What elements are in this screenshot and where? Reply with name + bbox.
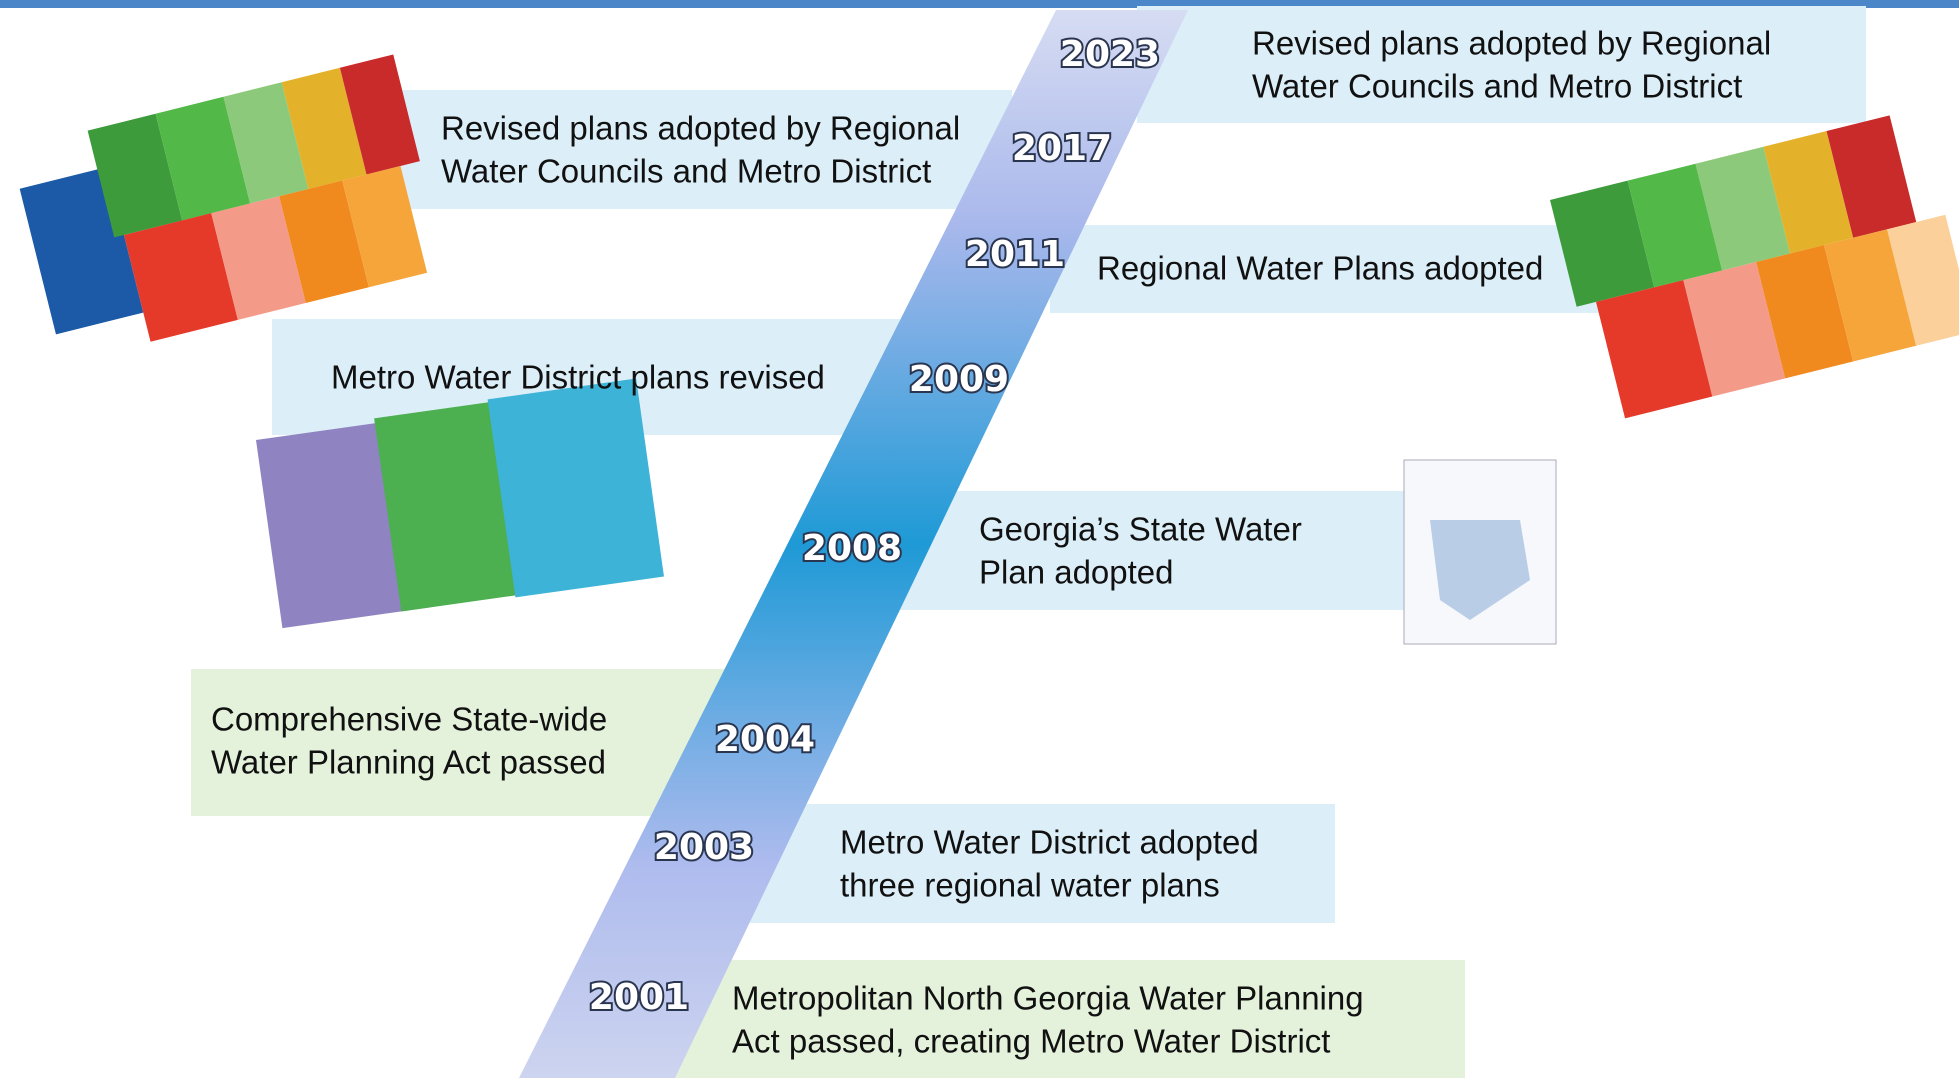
cover: [1824, 229, 1917, 362]
cover: [223, 82, 309, 204]
event-box: [1137, 6, 1866, 123]
cover: [1596, 280, 1713, 419]
event-text: Plan adopted: [979, 554, 1174, 591]
event-box: [400, 90, 1012, 209]
year-label: 2023: [1060, 34, 1160, 75]
event-box: [191, 669, 725, 816]
event-text: Comprehensive State-wide: [211, 701, 607, 738]
year-label: 2003: [654, 827, 754, 868]
cover: [281, 67, 367, 189]
event-labels: Revised plans adopted by Regional Water C…: [211, 25, 1771, 1060]
cover: [123, 213, 238, 342]
event-text: Act passed, creating Metro Water Distric…: [732, 1023, 1330, 1060]
event-text: Georgia’s State Water: [979, 511, 1302, 548]
cover: [279, 180, 369, 303]
cover: [155, 96, 251, 221]
year-label: 2001: [589, 977, 689, 1018]
event-text: Water Councils and Metro District: [441, 153, 931, 190]
cover: [342, 166, 428, 288]
timeline-band: [519, 10, 1188, 1078]
event-box: [1050, 225, 1612, 313]
cover: [1763, 131, 1854, 254]
event-box: [900, 491, 1406, 610]
event-text: Water Councils and Metro District: [1252, 68, 1742, 105]
event-text: Regional Water Plans adopted: [1097, 250, 1543, 287]
event-text: Revised plans adopted by Regional: [441, 110, 960, 147]
cover: [1756, 245, 1854, 379]
plan-cover-map: [1430, 520, 1530, 620]
cover: [1627, 163, 1723, 288]
cover: [1695, 146, 1791, 271]
event-text: Water Planning Act passed: [211, 744, 606, 781]
event-text: Metropolitan North Georgia Water Plannin…: [732, 980, 1364, 1017]
cover: [211, 196, 306, 320]
year-label: 2017: [1012, 128, 1112, 169]
cover: [1887, 214, 1959, 346]
cover: [487, 378, 664, 598]
event-text: Metro Water District plans revised: [331, 359, 825, 396]
cover: [1683, 261, 1786, 397]
event-box: [675, 960, 1465, 1078]
top-bar: [0, 0, 1959, 8]
event-box: [750, 804, 1335, 923]
cover: [339, 54, 420, 175]
year-label: 2008: [802, 528, 902, 569]
year-label: 2009: [909, 359, 1009, 400]
event-text: Revised plans adopted by Regional: [1252, 25, 1771, 62]
report-covers: [19, 54, 1959, 645]
cover: [87, 113, 183, 238]
cover-cluster: [1550, 115, 1959, 419]
cover-cluster: [19, 54, 428, 342]
cover: [1826, 115, 1917, 238]
year-label: 2011: [965, 234, 1065, 275]
cover-cluster: [256, 378, 664, 629]
cover: [1550, 180, 1655, 307]
year-label: 2004: [715, 719, 815, 760]
event-text: Metro Water District adopted: [840, 824, 1259, 861]
event-text: three regional water plans: [840, 867, 1220, 904]
